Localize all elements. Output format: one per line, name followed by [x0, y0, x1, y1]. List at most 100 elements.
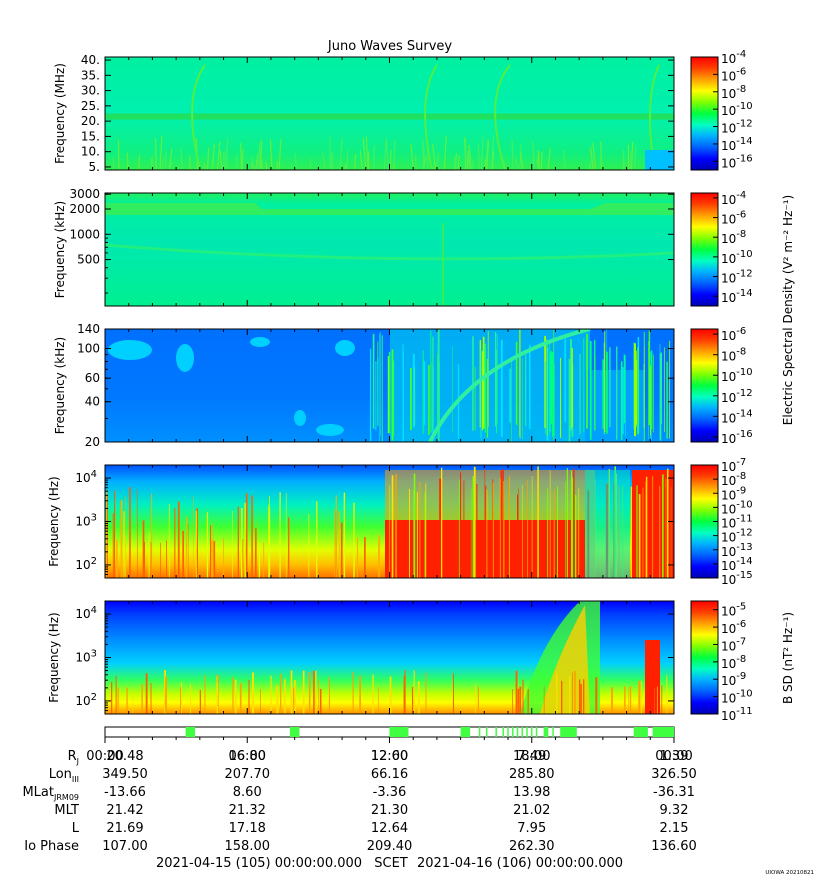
y-tick-label: 500: [77, 253, 100, 267]
ephemeris-row-label: MLT: [54, 803, 79, 818]
emission-streak: [219, 150, 223, 170]
ephemeris-value: 13.98: [513, 785, 550, 800]
mode-segment: [652, 727, 674, 737]
emission-streak: [511, 138, 514, 170]
ephemeris-row-label: L: [72, 821, 80, 836]
emission-streak: [203, 163, 207, 170]
spectrogram-image: [105, 329, 674, 442]
figure-title: Juno Waves Survey: [327, 39, 453, 54]
emission-streak: [154, 138, 157, 170]
emission-blob: [316, 424, 344, 436]
ephemeris-value: 262.30: [509, 839, 555, 854]
emission-streak: [365, 136, 369, 170]
emission-streak: [385, 138, 389, 170]
spectrogram-image: [105, 57, 674, 170]
colorbar-tick-label: 10-6: [721, 210, 746, 227]
emission-streak: [241, 149, 244, 170]
ephemeris-value: 21.69: [106, 821, 143, 836]
emission-streak: [168, 148, 173, 170]
emission-streak: [389, 149, 392, 170]
y-tick-label: 15.: [81, 129, 100, 143]
colorbar-tick-label: 10-6: [721, 66, 746, 83]
emission-streak: [329, 152, 334, 170]
emission-streak: [480, 137, 484, 170]
mode-segment: [389, 727, 409, 737]
scet-label: SCET: [374, 856, 408, 871]
emission-streak: [432, 143, 437, 170]
colorbar-tick-label: 10-10: [721, 249, 753, 266]
colorbar-tick-label: 10-4: [721, 49, 746, 66]
ephemeris-value: 136.60: [651, 839, 697, 854]
ephemeris-value: 21.32: [229, 803, 266, 818]
colorbar-tick-label: 10-8: [721, 654, 746, 671]
ephemeris-value: 16.80: [229, 749, 266, 764]
emission-streak: [164, 150, 167, 170]
emission-streak: [630, 141, 634, 170]
colorbar-scale: [690, 600, 719, 715]
ephemeris-value: 66.16: [371, 767, 408, 782]
mode-segment: [185, 727, 196, 737]
emission-streak: [265, 162, 268, 170]
emission-streak: [259, 150, 264, 170]
emission-streak: [256, 157, 261, 170]
intense-region-core: [645, 640, 660, 714]
electric-colorbar-label: Electric Spectral Density (V² m⁻² Hz⁻¹): [781, 195, 795, 425]
time-tick-label: 00:00: [655, 749, 692, 764]
quiet-region: [585, 470, 630, 578]
colorbar-tick-label: 10-6: [721, 619, 746, 636]
mode-bar: [104, 726, 675, 743]
emission-streak: [276, 161, 279, 170]
emission-streak: [278, 139, 282, 170]
ephemeris-value: 326.50: [651, 767, 697, 782]
spectrogram-image: [105, 193, 674, 306]
ephemeris-row-label: LonIII: [49, 767, 79, 784]
emission-blob: [250, 337, 270, 347]
colorbar-tick-label: 10-15: [721, 570, 753, 587]
colorbar-scale: [690, 56, 719, 171]
colorbar-tick-label: 10-6: [721, 326, 746, 343]
y-tick-label: 25.: [81, 99, 100, 113]
ephemeris-value: 17.18: [229, 821, 266, 836]
emission-streak: [309, 158, 312, 170]
spectrogram-panel-3: 20 40 60 100 140 Frequency (kHz): [53, 322, 675, 449]
y-tick-label: 3000: [69, 187, 100, 201]
y-axis-label: Frequency (kHz): [53, 201, 67, 298]
emission-streak: [623, 161, 625, 170]
ephemeris-value: -13.66: [104, 785, 146, 800]
colorbar-tick-label: 10-9: [721, 671, 746, 688]
emission-streak: [477, 144, 481, 170]
mode-segment: [543, 727, 549, 737]
uiowa-stamp: UIOWA 20210821: [765, 870, 814, 876]
mode-segment: [560, 727, 577, 737]
emission-streak: [112, 156, 115, 170]
emission-streak: [467, 152, 472, 170]
y-tick-label: 30.: [81, 84, 100, 98]
emission-curve: [105, 243, 674, 261]
ephemeris-value: 107.00: [102, 839, 148, 854]
ephemeris-value: 349.50: [102, 767, 148, 782]
emission-streak: [486, 140, 490, 170]
interference-band: [105, 113, 674, 120]
y-tick-label: 104: [75, 605, 97, 621]
emission-streak: [532, 154, 535, 170]
ephemeris-value: 21.30: [371, 803, 408, 818]
emission-streak: [206, 147, 210, 170]
colorbar-tick-label: 10-14: [721, 288, 753, 305]
ephemeris-value: 1.39: [660, 749, 689, 764]
emission-streak: [222, 152, 226, 170]
emission-streak: [588, 158, 593, 170]
emission-arc: [424, 64, 438, 170]
y-tick-label: 10.: [81, 145, 100, 159]
ephemeris-row-label: RJ: [68, 749, 79, 766]
radio-band: [105, 203, 674, 215]
emission-streak: [194, 164, 198, 170]
y-tick-label: 40: [85, 395, 100, 409]
emission-blob: [335, 340, 355, 356]
ephemeris-value: 21.42: [106, 803, 143, 818]
y-tick-label: 1000: [69, 227, 100, 241]
colorbar-2: 10-4 10-6 10-8 10-10 10-12 10-14: [690, 190, 753, 307]
emission-streak: [250, 162, 254, 170]
colorbar-tick-label: 10-11: [721, 706, 753, 723]
emission-streak: [410, 144, 415, 170]
y-axis-label: Frequency (kHz): [53, 337, 67, 434]
